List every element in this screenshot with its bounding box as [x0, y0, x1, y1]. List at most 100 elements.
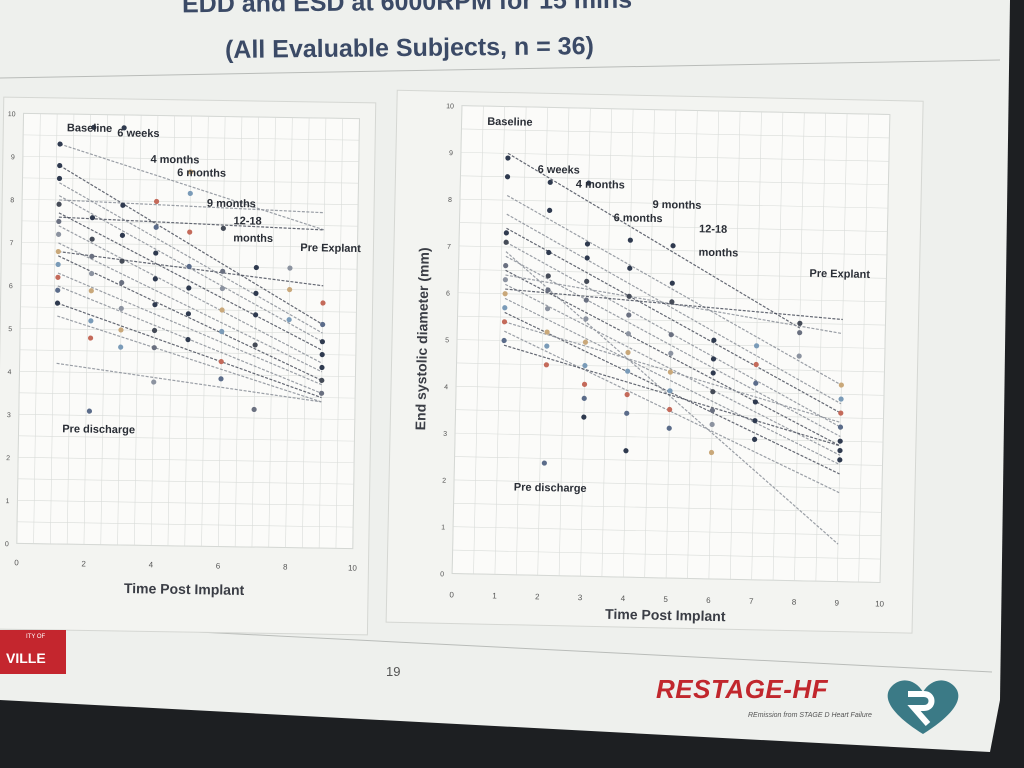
edd-chart-gridline-y — [19, 392, 356, 399]
heart-r-glyph — [907, 691, 935, 726]
esd-chart-data-point — [710, 356, 717, 362]
esd-chart-data-point — [501, 319, 508, 325]
university-logo-small-text: ITY OF — [26, 634, 46, 640]
esd-chart-y-tick-label: 10 — [446, 103, 454, 110]
edd-chart-data-point — [54, 300, 61, 306]
esd-chart-gridline-y — [454, 479, 883, 490]
esd-chart-annotation: 6 months — [614, 212, 663, 225]
edd-chart-annotation: 6 weeks — [117, 127, 159, 140]
edd-chart-gridline-y — [17, 521, 354, 528]
esd-chart-gridline-y — [460, 152, 889, 162]
esd-chart-data-point — [626, 312, 632, 318]
esd-chart-annotation: 6 weeks — [538, 164, 580, 177]
esd-chart-gridline-y — [457, 339, 885, 349]
edd-chart-data-point — [118, 344, 124, 350]
esd-chart-gridline-y — [461, 128, 890, 139]
esd-chart-data-point — [543, 362, 550, 368]
esd-chart-data-point — [544, 343, 550, 349]
esd-chart-x-tick-label: 3 — [578, 593, 583, 602]
edd-chart-data-point — [320, 300, 326, 306]
esd-chart-data-point — [547, 179, 553, 185]
edd-chart-trend-line — [59, 143, 325, 231]
edd-chart-data-point — [253, 312, 259, 318]
edd-chart-x-tick-label: 8 — [283, 563, 288, 572]
edd-chart-data-point — [252, 342, 258, 348]
edd-chart-annotation: 9 months — [207, 198, 256, 211]
edd-chart-data-point — [88, 288, 94, 294]
esd-chart-trend-line — [504, 311, 840, 475]
esd-chart-gridline-y — [452, 549, 881, 560]
esd-chart-annotation: Baseline — [487, 116, 532, 129]
edd-chart-data-point — [219, 328, 225, 335]
esd-chart-trend-line — [505, 283, 841, 456]
esd-chart-trend-line — [504, 297, 840, 466]
edd-chart-data-point — [287, 286, 293, 293]
esd-chart-gridline-y — [459, 198, 888, 209]
esd-chart-gridline-y — [457, 315, 886, 326]
esd-chart-data-point — [668, 332, 674, 338]
esd-chart-y-tick-label: 5 — [445, 337, 449, 344]
esd-chart-data-point — [753, 380, 759, 386]
esd-chart-trend-line — [505, 251, 839, 545]
edd-chart-data-point — [89, 253, 95, 259]
edd-chart-data-point — [251, 406, 257, 413]
edd-chart-annotation: Baseline — [67, 122, 112, 135]
edd-chart-data-point — [56, 218, 62, 225]
edd-chart-annotation: 12-18 — [233, 215, 261, 227]
edd-chart-trend-line — [57, 272, 322, 386]
esd-chart-data-point — [710, 370, 716, 376]
edd-chart-data-point — [185, 337, 191, 343]
edd-chart-data-point — [56, 231, 62, 237]
edd-chart-data-point — [253, 264, 259, 271]
edd-chart-y-tick-label: 4 — [8, 369, 12, 376]
edd-chart-y-tick-label: 0 — [5, 541, 9, 548]
edd-chart-data-point — [152, 302, 158, 308]
edd-chart-data-point — [57, 162, 63, 169]
edd-chart-data-point — [186, 263, 192, 270]
esd-chart-x-tick-label: 2 — [535, 592, 540, 601]
edd-chart-data-point — [153, 250, 159, 256]
esd-chart-data-point — [502, 291, 508, 297]
esd-chart-data-point — [503, 239, 509, 245]
esd-chart-gridline-y — [459, 222, 888, 232]
edd-chart-y-tick-label: 3 — [7, 412, 11, 419]
esd-chart-x-tick-label: 8 — [792, 598, 797, 607]
esd-chart-trend-line — [504, 330, 840, 494]
esd-chart-data-point — [584, 241, 591, 247]
edd-chart-gridline-y — [23, 134, 360, 141]
edd-chart-data-point — [287, 265, 293, 271]
esd-chart-data-point — [669, 299, 675, 305]
edd-chart-y-tick-label: 6 — [9, 283, 13, 290]
edd-chart-gridline-y — [22, 177, 359, 184]
chart-right-group: 0 1 2 3 4 5 6 7 8 9 10 0 1 2 3 4 5 6 7 8 9 10 Baseline 6 weeks 4… — [385, 89, 924, 634]
esd-chart-gridline-y — [458, 269, 887, 279]
esd-chart-data-point — [838, 396, 844, 402]
esd-chart-data-point — [544, 306, 551, 312]
esd-chart-data-point — [545, 273, 551, 279]
esd-chart-gridline-y — [455, 409, 884, 419]
edd-chart-data-point — [319, 377, 325, 384]
esd-chart-data-point — [581, 381, 588, 387]
edd-chart-data-point — [120, 202, 126, 208]
edd-chart-x-tick-label: 6 — [216, 561, 221, 570]
esd-chart-data-point — [711, 337, 717, 343]
esd-chart-data-point — [545, 287, 551, 293]
esd-chart-x-axis-label: Time Post Implant — [605, 606, 726, 625]
esd-chart-data-point — [710, 389, 716, 395]
esd-chart-data-point — [581, 414, 587, 420]
esd-chart-y-tick-label: 8 — [448, 197, 452, 204]
esd-chart-annotation: 4 months — [576, 179, 625, 192]
esd-chart-data-point — [624, 391, 630, 398]
edd-chart-annotation: 4 months — [150, 154, 199, 167]
esd-chart-trend-line — [505, 288, 843, 321]
edd-chart-gridline-y — [18, 457, 355, 463]
edd-chart-gridline-y — [22, 199, 359, 205]
edd-chart-data-point — [286, 317, 292, 323]
esd-chart-gridline-y — [461, 105, 890, 115]
edd-chart-annotation: Pre discharge — [62, 423, 135, 436]
edd-chart-trend-line — [58, 212, 323, 351]
edd-chart-data-point — [152, 276, 158, 282]
esd-chart-data-point — [627, 237, 633, 243]
esd-chart-data-point — [752, 436, 758, 442]
